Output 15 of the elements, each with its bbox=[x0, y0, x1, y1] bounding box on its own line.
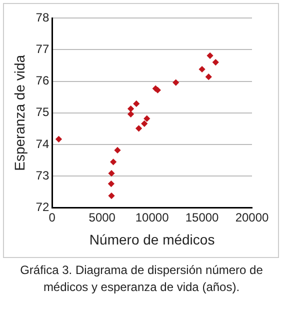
y-tick-label: 72 bbox=[36, 200, 50, 214]
y-tick-label: 78 bbox=[36, 10, 50, 24]
x-tick-label: 20000 bbox=[235, 210, 270, 224]
x-tick-label: 5000 bbox=[88, 210, 116, 224]
x-tick-label: 0 bbox=[48, 210, 56, 224]
y-tick-label: 73 bbox=[36, 168, 50, 182]
text: Gráfica 3. Diagrama de dispersión número de médicos y esperanza de vida (años). bbox=[19, 262, 264, 296]
y-axis-title: Esperanza de vida bbox=[11, 54, 28, 171]
y-tick-label: 76 bbox=[36, 74, 50, 88]
x-axis-title: Número de médicos bbox=[89, 231, 215, 248]
y-tick-label: 75 bbox=[36, 105, 50, 120]
y-tick-label: 77 bbox=[36, 42, 50, 56]
x-tick-label: 10000 bbox=[135, 210, 170, 224]
x-tick-label: 15000 bbox=[185, 210, 220, 224]
y-tick-label: 74 bbox=[36, 136, 50, 151]
